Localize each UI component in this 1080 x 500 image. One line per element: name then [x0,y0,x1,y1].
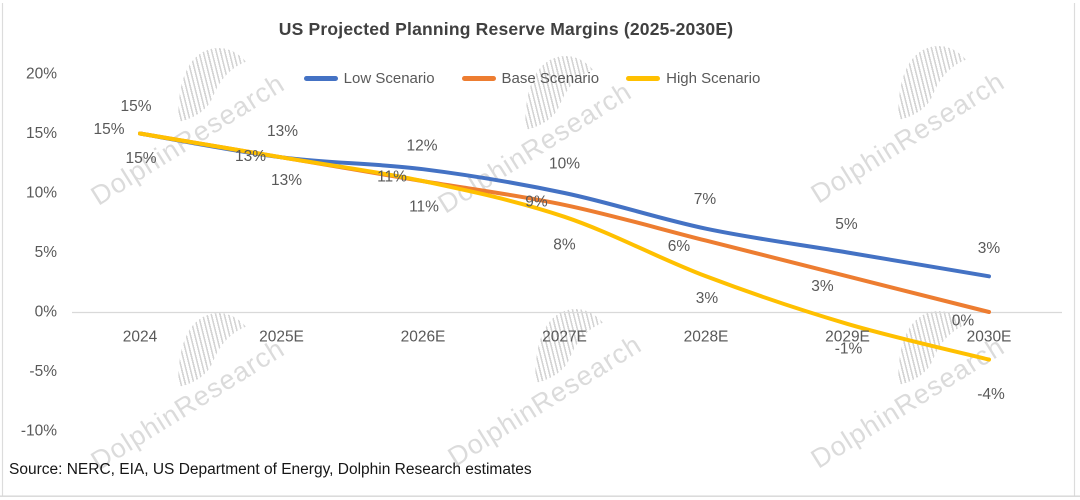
data-label-high-scenario: 8% [553,236,576,253]
legend-label: Low Scenario [343,70,435,87]
y-axis-label: 0% [35,304,58,321]
data-label-base-scenario: 11% [377,169,407,186]
data-label-high-scenario: 15% [125,150,156,167]
data-label-base-scenario: 9% [525,193,548,210]
source-note: Source: NERC, EIA, US Department of Ener… [9,461,532,478]
data-label-base-scenario: 6% [668,238,691,255]
legend-item-high-scenario: High Scenario [626,70,760,87]
data-label-high-scenario: 11% [409,199,439,216]
chart-legend: Low Scenario Base Scenario High Scenario [0,70,1064,87]
legend-item-low-scenario: Low Scenario [303,70,435,87]
x-axis-label: 2029E [825,329,870,346]
data-label-low-scenario: 5% [835,216,858,233]
data-label-base-scenario: 0% [952,313,975,330]
legend-label: High Scenario [666,70,761,87]
series-line-high-scenario [138,131,991,362]
data-label-low-scenario: 7% [694,191,717,208]
legend-label: Base Scenario [501,70,600,87]
data-label-low-scenario: 13% [267,123,298,140]
data-label-base-scenario: 3% [811,278,834,295]
x-axis-label: 2025E [259,329,304,346]
legend-line-swatch [461,76,496,81]
x-axis-label: 2028E [684,329,729,346]
legend-line-swatch [303,76,338,81]
y-axis-label: 10% [26,185,57,202]
data-label-high-scenario: -1% [835,340,863,357]
legend-line-swatch [626,76,661,81]
data-label-low-scenario: 3% [978,240,1001,257]
x-axis-label: 2030E [967,329,1012,346]
y-axis-label: 5% [35,244,58,261]
data-label-low-scenario: 10% [549,156,580,173]
x-axis-label: 2026E [401,329,446,346]
x-axis-label: 2024 [123,329,158,346]
y-axis-label: -10% [21,423,57,440]
data-label-high-scenario: -4% [977,386,1005,403]
data-label-base-scenario: 13% [235,148,266,165]
chart-title: US Projected Planning Reserve Margins (2… [278,19,734,39]
data-label-low-scenario: 12% [406,138,437,155]
legend-item-base-scenario: Base Scenario [461,70,600,87]
data-label-high-scenario: 13% [271,172,302,189]
data-label-low-scenario: 15% [120,98,151,115]
y-axis-label: 15% [26,125,57,142]
x-axis-label: 2027E [542,329,587,346]
data-label-base-scenario: 15% [93,121,124,138]
y-axis-label: -5% [29,363,57,380]
y-axis-label: 20% [26,66,57,83]
data-label-high-scenario: 3% [696,290,719,307]
